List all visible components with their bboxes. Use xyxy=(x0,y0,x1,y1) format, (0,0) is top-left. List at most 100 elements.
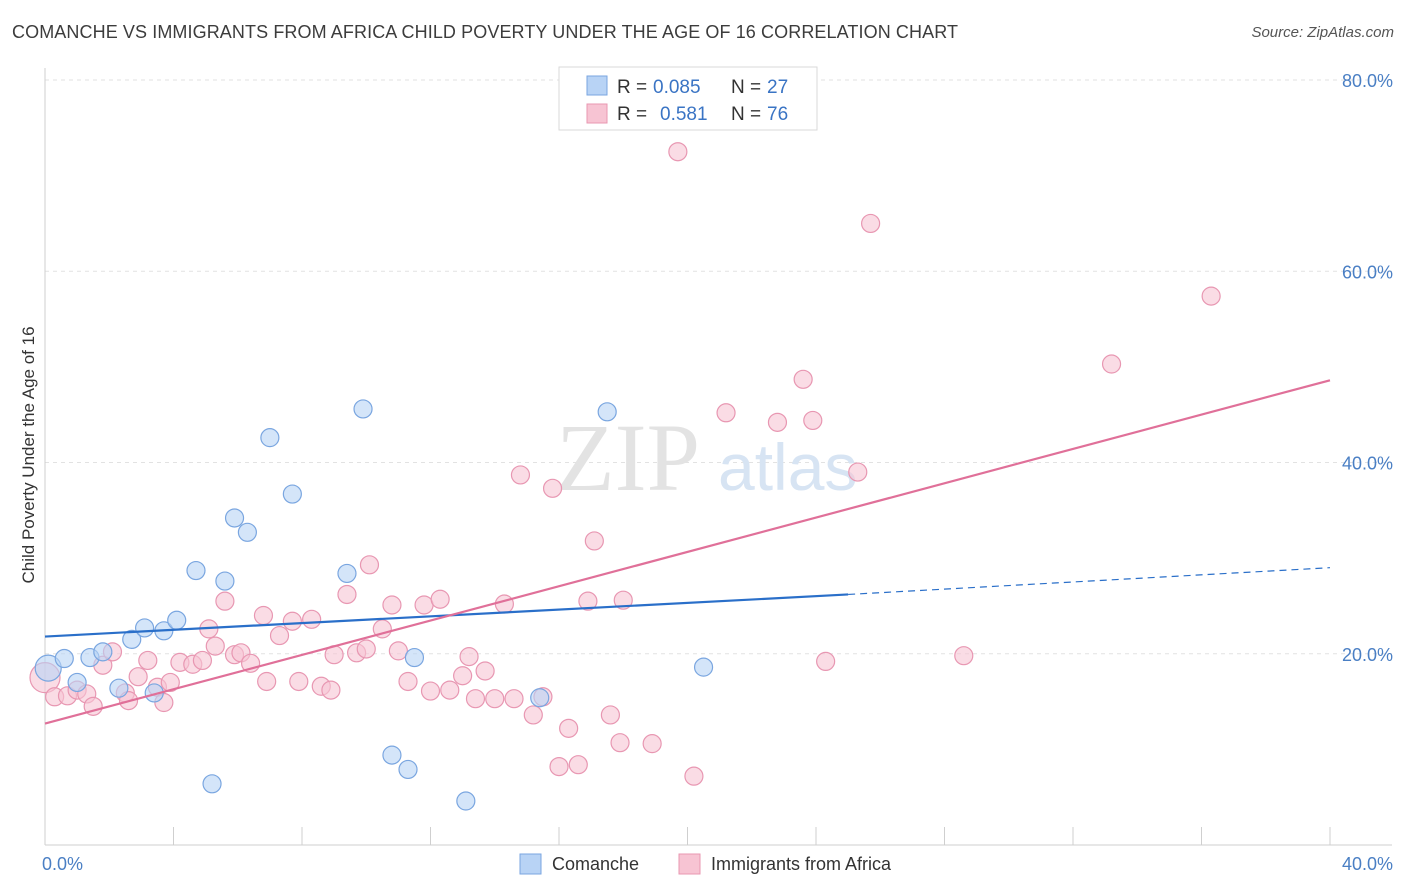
africa-point-52 xyxy=(510,465,531,485)
bottom-legend-label-africa: Immigrants from Africa xyxy=(711,854,892,874)
africa-point-58 xyxy=(568,755,588,775)
watermark-atlas: atlas xyxy=(718,430,857,504)
africa-point-70 xyxy=(803,410,823,431)
africa-point-10 xyxy=(128,667,148,687)
comanche-point-14 xyxy=(224,508,245,528)
comanche-point-24 xyxy=(530,688,550,708)
africa-point-45 xyxy=(453,666,473,686)
correlation-legend: R = 0.085 N = 27 R = 0.581 N = 76 xyxy=(558,66,818,131)
legend-n-label-comanche: N = xyxy=(731,77,761,98)
africa-point-56 xyxy=(549,756,569,777)
africa-point-61 xyxy=(600,705,621,725)
comanche-point-2 xyxy=(67,672,87,693)
source-label: Source: ZipAtlas.com xyxy=(1251,24,1394,41)
trend-line-africa xyxy=(44,379,1331,725)
bottom-legend-label-comanche: Comanche xyxy=(552,854,639,874)
comanche-point-17 xyxy=(282,484,302,504)
y-axis-label: Child Poverty Under the Age of 16 xyxy=(19,326,38,583)
series-comanche xyxy=(34,399,714,811)
africa-point-24 xyxy=(253,605,274,626)
africa-point-62 xyxy=(610,733,630,753)
africa-point-66 xyxy=(684,766,704,786)
bottom-legend-swatch-comanche xyxy=(519,853,542,875)
africa-point-65 xyxy=(668,142,688,162)
comanche-point-12 xyxy=(202,774,222,794)
africa-point-47 xyxy=(465,689,486,709)
africa-point-29 xyxy=(302,609,322,629)
comanche-point-20 xyxy=(382,745,402,765)
africa-point-51 xyxy=(504,689,524,709)
y-tick-label-20: 20.0% xyxy=(1342,645,1393,665)
africa-point-19 xyxy=(205,636,225,656)
comanche-point-1 xyxy=(54,648,74,669)
africa-point-75 xyxy=(1101,354,1122,374)
comanche-point-13 xyxy=(215,571,235,591)
africa-point-40 xyxy=(398,671,418,692)
series-immigrants-from-africa xyxy=(29,142,1221,786)
trend-line-comanche-extension xyxy=(848,567,1331,596)
africa-point-41 xyxy=(414,595,434,615)
africa-point-69 xyxy=(793,369,813,389)
trend-lines xyxy=(44,379,1331,725)
comanche-point-26 xyxy=(693,657,714,677)
chart-title: COMANCHE VS IMMIGRANTS FROM AFRICA CHILD… xyxy=(12,22,959,42)
comanche-point-10 xyxy=(167,610,187,630)
africa-point-27 xyxy=(282,611,302,631)
comanche-point-22 xyxy=(404,647,425,668)
africa-point-20 xyxy=(215,591,235,611)
africa-point-26 xyxy=(269,625,290,646)
watermark: ZIP atlas xyxy=(556,404,857,511)
x-tick-label-max: 40.0% xyxy=(1342,854,1393,874)
africa-point-55 xyxy=(542,478,563,498)
legend-n-value-comanche: 27 xyxy=(767,77,788,98)
africa-point-49 xyxy=(485,689,505,709)
africa-point-46 xyxy=(459,647,479,667)
comanche-point-0 xyxy=(34,654,62,682)
comanche-point-6 xyxy=(122,629,142,650)
comanche-point-4 xyxy=(93,642,113,662)
comanche-point-18 xyxy=(337,563,357,584)
africa-point-59 xyxy=(578,591,598,611)
africa-point-17 xyxy=(192,650,213,671)
comanche-point-23 xyxy=(456,791,476,811)
axes xyxy=(44,68,1392,846)
africa-point-53 xyxy=(523,705,543,725)
series-legend: Comanche Immigrants from Africa xyxy=(519,853,892,875)
africa-point-57 xyxy=(559,718,579,738)
comanche-point-25 xyxy=(597,402,617,422)
africa-point-28 xyxy=(289,671,309,692)
comanche-point-15 xyxy=(237,522,257,542)
legend-swatch-africa xyxy=(586,103,608,124)
africa-point-76 xyxy=(1201,286,1221,306)
africa-point-73 xyxy=(861,213,881,234)
comanche-point-19 xyxy=(353,399,373,419)
africa-point-11 xyxy=(138,650,158,671)
comanche-point-21 xyxy=(398,759,418,780)
africa-point-68 xyxy=(767,412,788,432)
legend-r-value-africa: 0.581 xyxy=(660,104,708,125)
legend-n-label-africa: N = xyxy=(731,104,761,125)
africa-point-14 xyxy=(160,672,180,693)
legend-swatch-comanche xyxy=(586,75,608,96)
legend-r-label-comanche: R = xyxy=(617,77,647,98)
africa-point-72 xyxy=(848,462,868,482)
legend-r-label-africa: R = xyxy=(617,104,647,125)
watermark-zip: ZIP xyxy=(556,404,700,511)
africa-point-38 xyxy=(382,595,402,615)
comanche-point-5 xyxy=(109,678,129,698)
legend-r-value-comanche: 0.085 xyxy=(653,77,701,98)
africa-point-35 xyxy=(356,639,376,659)
comanche-point-7 xyxy=(134,618,155,638)
africa-point-74 xyxy=(954,646,974,666)
africa-point-33 xyxy=(337,584,357,605)
comanche-point-16 xyxy=(260,428,280,448)
tick-labels: 20.0% 40.0% 60.0% 80.0% 0.0% 40.0% xyxy=(42,71,1393,874)
y-tick-label-40: 40.0% xyxy=(1342,454,1393,474)
africa-point-31 xyxy=(321,680,341,700)
africa-point-64 xyxy=(642,734,662,754)
africa-point-63 xyxy=(613,590,633,610)
y-tick-label-80: 80.0% xyxy=(1342,71,1393,91)
africa-point-36 xyxy=(359,555,380,575)
x-tick-label-min: 0.0% xyxy=(42,854,83,874)
